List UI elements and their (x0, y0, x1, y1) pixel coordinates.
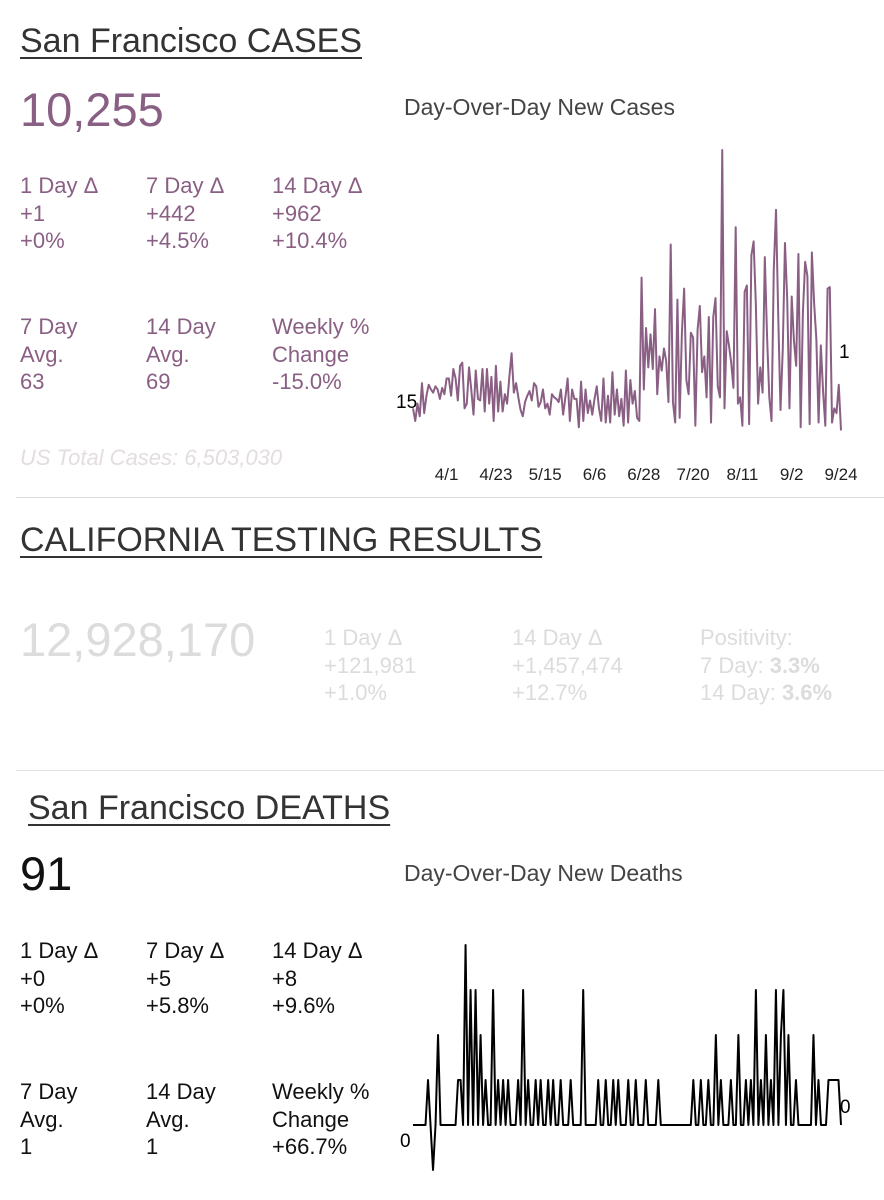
x-tick-label: 4/1 (435, 465, 459, 484)
delta-pct: +0% (20, 228, 65, 253)
avg-label-1: 7 Day (20, 314, 78, 339)
deaths-avg-14day: 14 Day Avg. 1 (146, 1078, 216, 1161)
deaths-title[interactable]: San Francisco DEATHS (28, 789, 391, 827)
x-tick-label: 4/23 (479, 465, 512, 484)
section-divider (16, 497, 884, 498)
avg-value: -15.0% (272, 369, 342, 394)
positivity-14day-value: 3.6% (781, 680, 833, 705)
avg-label-1: Weekly % (272, 1079, 370, 1104)
x-tick-label: 6/6 (583, 465, 607, 484)
delta-abs: +442 (146, 200, 196, 226)
delta-pct: +4.5% (146, 228, 209, 253)
cases-weekly-change: Weekly % Change -15.0% (272, 313, 369, 396)
avg-label-1: 7 Day (20, 1079, 78, 1104)
series-end-label: 1 (839, 342, 850, 363)
delta-label: 7 Day Δ (146, 938, 225, 963)
deaths-total: 91 (20, 847, 73, 900)
avg-label-1: 14 Day (146, 314, 216, 339)
x-tick-label: 5/15 (529, 465, 562, 484)
delta-pct: +10.4% (272, 228, 348, 253)
positivity-7day: 7 Day: 3.3% (700, 652, 832, 680)
delta-pct: +1.0% (324, 680, 387, 705)
deaths-delta-1day: 1 Day Δ +0 +0% (20, 937, 98, 1020)
delta-abs: +962 (272, 200, 322, 226)
delta-label: 14 Day Δ (272, 173, 363, 198)
deaths-delta-14day: 14 Day Δ +8 +9.6% (272, 937, 363, 1020)
testing-positivity: Positivity: 7 Day: 3.3% 14 Day: 3.6% (700, 624, 832, 707)
cases-delta-7day: 7 Day Δ +442 +4.5% (146, 172, 224, 255)
delta-abs: +0 (20, 965, 46, 991)
testing-delta-14day: 14 Day Δ +1,457,474 +12.7% (512, 624, 623, 707)
avg-value: 1 (20, 1134, 33, 1159)
x-tick-label: 8/11 (726, 465, 758, 484)
deaths-series-line (413, 944, 842, 1171)
x-tick-label: 7/20 (677, 465, 710, 484)
positivity-14day: 14 Day: 3.6% (700, 679, 832, 707)
deaths-avg-7day: 7 Day Avg. 1 (20, 1078, 77, 1161)
deaths-weekly-change: Weekly % Change +66.7% (272, 1078, 369, 1161)
avg-label-1: 14 Day (146, 1079, 216, 1104)
cases-chart-title: Day-Over-Day New Cases (404, 94, 675, 120)
deaths-chart-title: Day-Over-Day New Deaths (404, 860, 683, 886)
testing-delta-1day: 1 Day Δ +121,981 +1.0% (324, 624, 416, 707)
positivity-label: Positivity: (700, 625, 793, 650)
delta-label: 1 Day Δ (20, 173, 99, 198)
avg-label-2: Avg. (20, 1106, 64, 1132)
delta-pct: +9.6% (272, 993, 335, 1018)
delta-label: 7 Day Δ (146, 173, 225, 198)
x-tick-label: 6/28 (627, 465, 660, 484)
delta-label: 1 Day Δ (20, 938, 99, 963)
testing-title[interactable]: CALIFORNIA TESTING RESULTS (20, 521, 543, 559)
avg-label-2: Change (272, 1106, 350, 1132)
cases-chart: 15 1 4/1 4/23 5/15 6/6 6/28 7/20 8/11 9/2 9/24 (396, 149, 858, 484)
delta-label: 1 Day Δ (324, 625, 403, 650)
avg-label-1: Weekly % (272, 314, 370, 339)
cases-avg-7day: 7 Day Avg. 63 (20, 313, 77, 396)
cases-avg-14day: 14 Day Avg. 69 (146, 313, 216, 396)
deaths-delta-7day: 7 Day Δ +5 +5.8% (146, 937, 224, 1020)
series-end-label: 0 (840, 1097, 851, 1118)
avg-label-2: Avg. (146, 341, 190, 367)
delta-abs: +8 (272, 965, 298, 991)
avg-value: 69 (146, 369, 171, 394)
delta-abs: +121,981 (324, 652, 417, 678)
series-start-label: 0 (400, 1131, 411, 1152)
positivity-7day-value: 3.3% (769, 652, 820, 678)
cases-delta-1day: 1 Day Δ +1 +0% (20, 172, 98, 255)
delta-pct: +5.8% (146, 993, 209, 1018)
series-start-label: 15 (396, 392, 417, 413)
testing-total: 12,928,170 (20, 613, 256, 666)
delta-abs: +1 (20, 200, 46, 226)
delta-label: 14 Day Δ (272, 938, 363, 963)
cases-total: 10,255 (20, 83, 164, 136)
cases-delta-14day: 14 Day Δ +962 +10.4% (272, 172, 363, 255)
delta-label: 14 Day Δ (512, 625, 603, 650)
x-tick-label: 9/2 (780, 465, 804, 484)
avg-value: 1 (146, 1134, 159, 1159)
x-tick-label: 9/24 (824, 465, 857, 484)
section-divider (16, 770, 884, 771)
avg-label-2: Avg. (20, 341, 64, 367)
delta-abs: +5 (146, 965, 172, 991)
us-total-cases: US Total Cases: 6,503,030 (20, 445, 283, 470)
delta-abs: +1,457,474 (512, 652, 623, 678)
cases-title[interactable]: San Francisco CASES (20, 22, 363, 60)
delta-pct: +0% (20, 993, 65, 1018)
avg-value: 63 (20, 369, 45, 394)
avg-label-2: Avg. (146, 1106, 190, 1132)
avg-label-2: Change (272, 341, 350, 367)
delta-pct: +12.7% (512, 680, 588, 705)
cases-series-line (412, 149, 842, 431)
positivity-7day-label: 7 Day: (700, 652, 770, 678)
avg-value: +66.7% (272, 1134, 348, 1159)
positivity-14day-label: 14 Day: (700, 680, 782, 705)
